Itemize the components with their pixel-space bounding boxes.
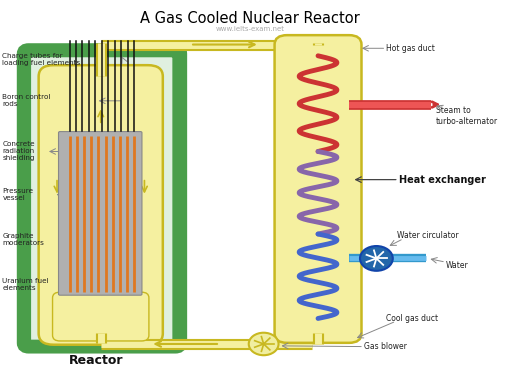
FancyBboxPatch shape — [24, 50, 180, 347]
Text: Cool gas duct: Cool gas duct — [387, 314, 438, 323]
Text: Pressure
vessel: Pressure vessel — [3, 188, 33, 201]
Text: Water circulator: Water circulator — [397, 231, 458, 240]
Text: Charge tubes for
loading fuel elements: Charge tubes for loading fuel elements — [3, 53, 80, 66]
FancyBboxPatch shape — [38, 65, 163, 345]
Text: Water: Water — [446, 262, 468, 270]
Circle shape — [360, 246, 393, 271]
Text: Steam to
turbo-alternator: Steam to turbo-alternator — [436, 106, 498, 125]
Text: Reactor: Reactor — [69, 354, 123, 367]
Text: Graphite
moderators: Graphite moderators — [3, 233, 44, 246]
Text: Boron control
rods: Boron control rods — [3, 94, 51, 107]
FancyBboxPatch shape — [274, 35, 361, 343]
FancyBboxPatch shape — [53, 292, 149, 341]
Text: Heat exchanger: Heat exchanger — [399, 175, 485, 184]
Text: A Gas Cooled Nuclear Reactor: A Gas Cooled Nuclear Reactor — [140, 11, 359, 26]
FancyBboxPatch shape — [58, 132, 142, 295]
Circle shape — [249, 333, 279, 355]
Text: Concrete
radiation
shielding: Concrete radiation shielding — [3, 141, 35, 161]
Text: Uranium fuel
elements: Uranium fuel elements — [3, 278, 49, 291]
Text: Hot gas duct: Hot gas duct — [387, 44, 435, 53]
Text: www.ielts-exam.net: www.ielts-exam.net — [215, 26, 284, 32]
Text: Gas blower: Gas blower — [364, 342, 407, 351]
